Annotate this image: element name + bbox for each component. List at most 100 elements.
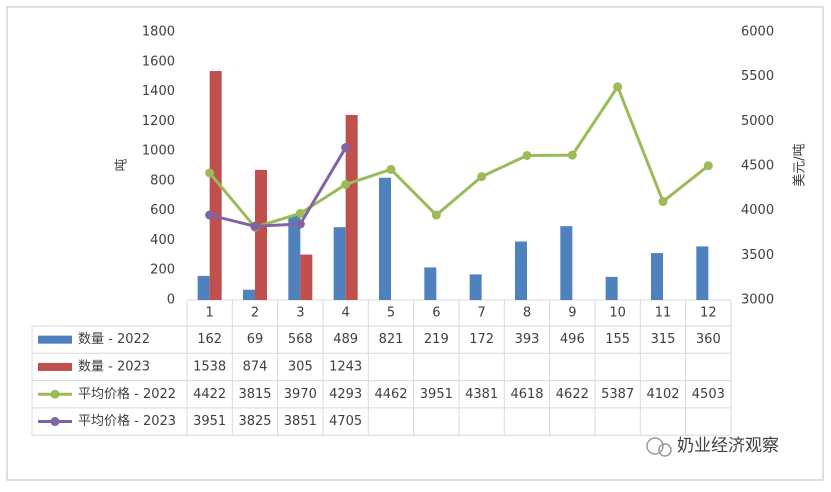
x-tick-label: 9 [568, 306, 576, 321]
line-marker [431, 210, 441, 220]
x-tick-label: 1 [206, 306, 214, 321]
table-value: 3825 [238, 414, 271, 429]
legend-label: 数量 - 2023 [78, 359, 150, 374]
table-value: 3851 [284, 414, 317, 429]
line-marker [703, 161, 713, 171]
bar [209, 71, 222, 301]
bar [333, 227, 346, 300]
table-value: 3951 [420, 387, 453, 402]
x-tick-label: 2 [251, 306, 259, 321]
y2-tick-label: 5000 [741, 114, 774, 129]
legend-label: 平均价格 - 2022 [78, 386, 176, 402]
table-value: 315 [651, 332, 676, 347]
table-value: 821 [379, 332, 404, 347]
line-marker [658, 197, 668, 207]
table-value: 393 [515, 332, 540, 347]
x-tick-label: 5 [387, 306, 395, 321]
table-value: 172 [469, 332, 494, 347]
bar [469, 274, 482, 300]
bar [424, 267, 437, 300]
bar [515, 241, 527, 300]
line-marker [386, 164, 396, 174]
y2-tick-label: 4000 [741, 203, 774, 218]
bar [300, 254, 313, 300]
bar [651, 253, 663, 300]
table-value: 496 [560, 332, 585, 347]
line-marker [341, 179, 351, 189]
table-value: 4705 [329, 414, 362, 429]
legend-key [50, 389, 60, 399]
legend-label: 平均价格 - 2023 [78, 413, 176, 429]
table-value: 568 [288, 332, 313, 347]
bar [379, 177, 391, 300]
table-value: 4618 [510, 387, 543, 402]
legend-key [38, 335, 72, 344]
bar [696, 246, 709, 300]
bar [560, 226, 573, 300]
line [209, 146, 347, 228]
y-tick-label: 1400 [142, 84, 175, 99]
table-value: 4503 [692, 387, 725, 402]
y2-tick-label: 3500 [741, 248, 774, 263]
line [208, 83, 710, 229]
line-marker [250, 221, 260, 231]
line-marker [341, 143, 351, 153]
legend-key [38, 362, 72, 371]
table-value: 4381 [465, 387, 498, 402]
y2-tick-label: 3000 [741, 293, 774, 308]
table-value: 162 [197, 332, 222, 347]
table-value: 874 [243, 359, 268, 374]
line-marker [567, 150, 577, 160]
table-value: 4102 [646, 387, 679, 402]
bar [243, 289, 255, 300]
y2-tick-label: 4500 [741, 159, 774, 174]
table-value: 3815 [238, 387, 271, 402]
line-marker [295, 208, 305, 218]
table-value: 69 [247, 332, 264, 347]
x-tick-label: 11 [655, 306, 672, 321]
x-tick-label: 10 [609, 306, 626, 321]
y-tick-label: 400 [150, 233, 175, 248]
table-value: 489 [333, 332, 358, 347]
y-tick-label: 1000 [142, 144, 175, 159]
table-value: 360 [696, 332, 721, 347]
y-axis-label: 吨 [115, 158, 130, 171]
table-value: 219 [424, 332, 449, 347]
y-tick-label: 600 [150, 203, 175, 218]
table-value: 155 [605, 332, 630, 347]
bar [288, 215, 301, 300]
y-tick-label: 1800 [142, 25, 175, 40]
x-tick-label: 8 [523, 306, 531, 321]
x-tick-label: 6 [432, 306, 440, 321]
y2-axis-label: 美元/吨 [793, 143, 808, 186]
chart-border [6, 6, 824, 481]
line-marker [205, 210, 215, 220]
y-tick-label: 0 [167, 293, 175, 308]
line-marker [295, 219, 305, 229]
line-marker [613, 82, 623, 92]
x-tick-label: 4 [342, 306, 350, 321]
bar [345, 114, 358, 300]
table-value: 3951 [193, 414, 226, 429]
x-tick-label: 12 [700, 306, 717, 321]
y2-tick-label: 5500 [741, 69, 774, 84]
legend-key [50, 417, 60, 427]
bar [197, 275, 210, 300]
table-value: 1538 [193, 359, 226, 374]
bar [255, 169, 267, 300]
table-value: 1243 [329, 359, 362, 374]
table-value: 305 [288, 359, 313, 374]
x-tick-label: 3 [296, 306, 304, 321]
table-value: 4422 [193, 387, 226, 402]
y-tick-label: 800 [150, 173, 175, 188]
line-marker [522, 150, 532, 160]
table-value: 4293 [329, 387, 362, 402]
watermark: 奶业经济观察 [677, 436, 779, 456]
legend-label: 数量 - 2022 [78, 332, 150, 347]
y-tick-label: 1600 [142, 54, 175, 69]
y-tick-label: 1200 [142, 114, 175, 129]
y2-tick-label: 6000 [741, 25, 774, 40]
table-value: 5387 [601, 387, 634, 402]
watermark-icon [646, 437, 672, 457]
